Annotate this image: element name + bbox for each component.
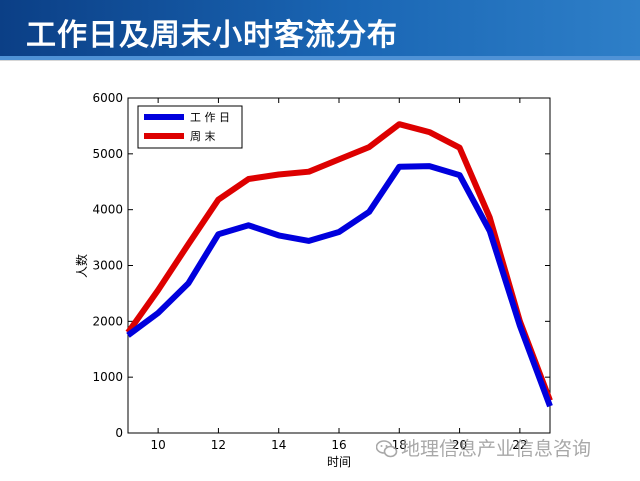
watermark: 地理信息产业信息咨询	[375, 434, 592, 461]
legend-label: 工 作 日	[190, 111, 230, 124]
title-bar: 工作日及周末小时客流分布	[0, 0, 640, 60]
watermark-text: 地理信息产业信息咨询	[401, 438, 592, 460]
x-tick-label: 16	[331, 438, 346, 452]
x-tick-label: 22	[512, 438, 527, 452]
y-tick-label: 3000	[92, 259, 123, 273]
x-tick-label: 20	[452, 438, 467, 452]
x-axis-label: 时间	[327, 455, 351, 469]
y-tick-label: 0	[115, 426, 123, 440]
slide-body	[0, 60, 640, 481]
legend: 工 作 日周 末	[137, 105, 243, 149]
y-tick-label: 5000	[92, 147, 123, 161]
series-line	[125, 121, 553, 402]
x-tick-label: 12	[211, 438, 226, 452]
legend-box	[137, 105, 243, 149]
y-tick-label: 1000	[92, 370, 123, 384]
y-tick-label: 4000	[92, 203, 123, 217]
title-underline	[0, 56, 640, 60]
series-line	[126, 163, 553, 408]
x-tick-label: 14	[271, 438, 286, 452]
y-tick-label: 6000	[92, 91, 123, 105]
x-tick-label: 10	[151, 438, 166, 452]
y-tick-label: 2000	[92, 314, 123, 328]
slide-title: 工作日及周末小时客流分布	[26, 18, 398, 53]
wechat-icon	[375, 440, 398, 458]
series-layer	[125, 121, 553, 408]
y-axis-label: 人数	[74, 254, 89, 278]
legend-label: 周 末	[190, 129, 216, 143]
